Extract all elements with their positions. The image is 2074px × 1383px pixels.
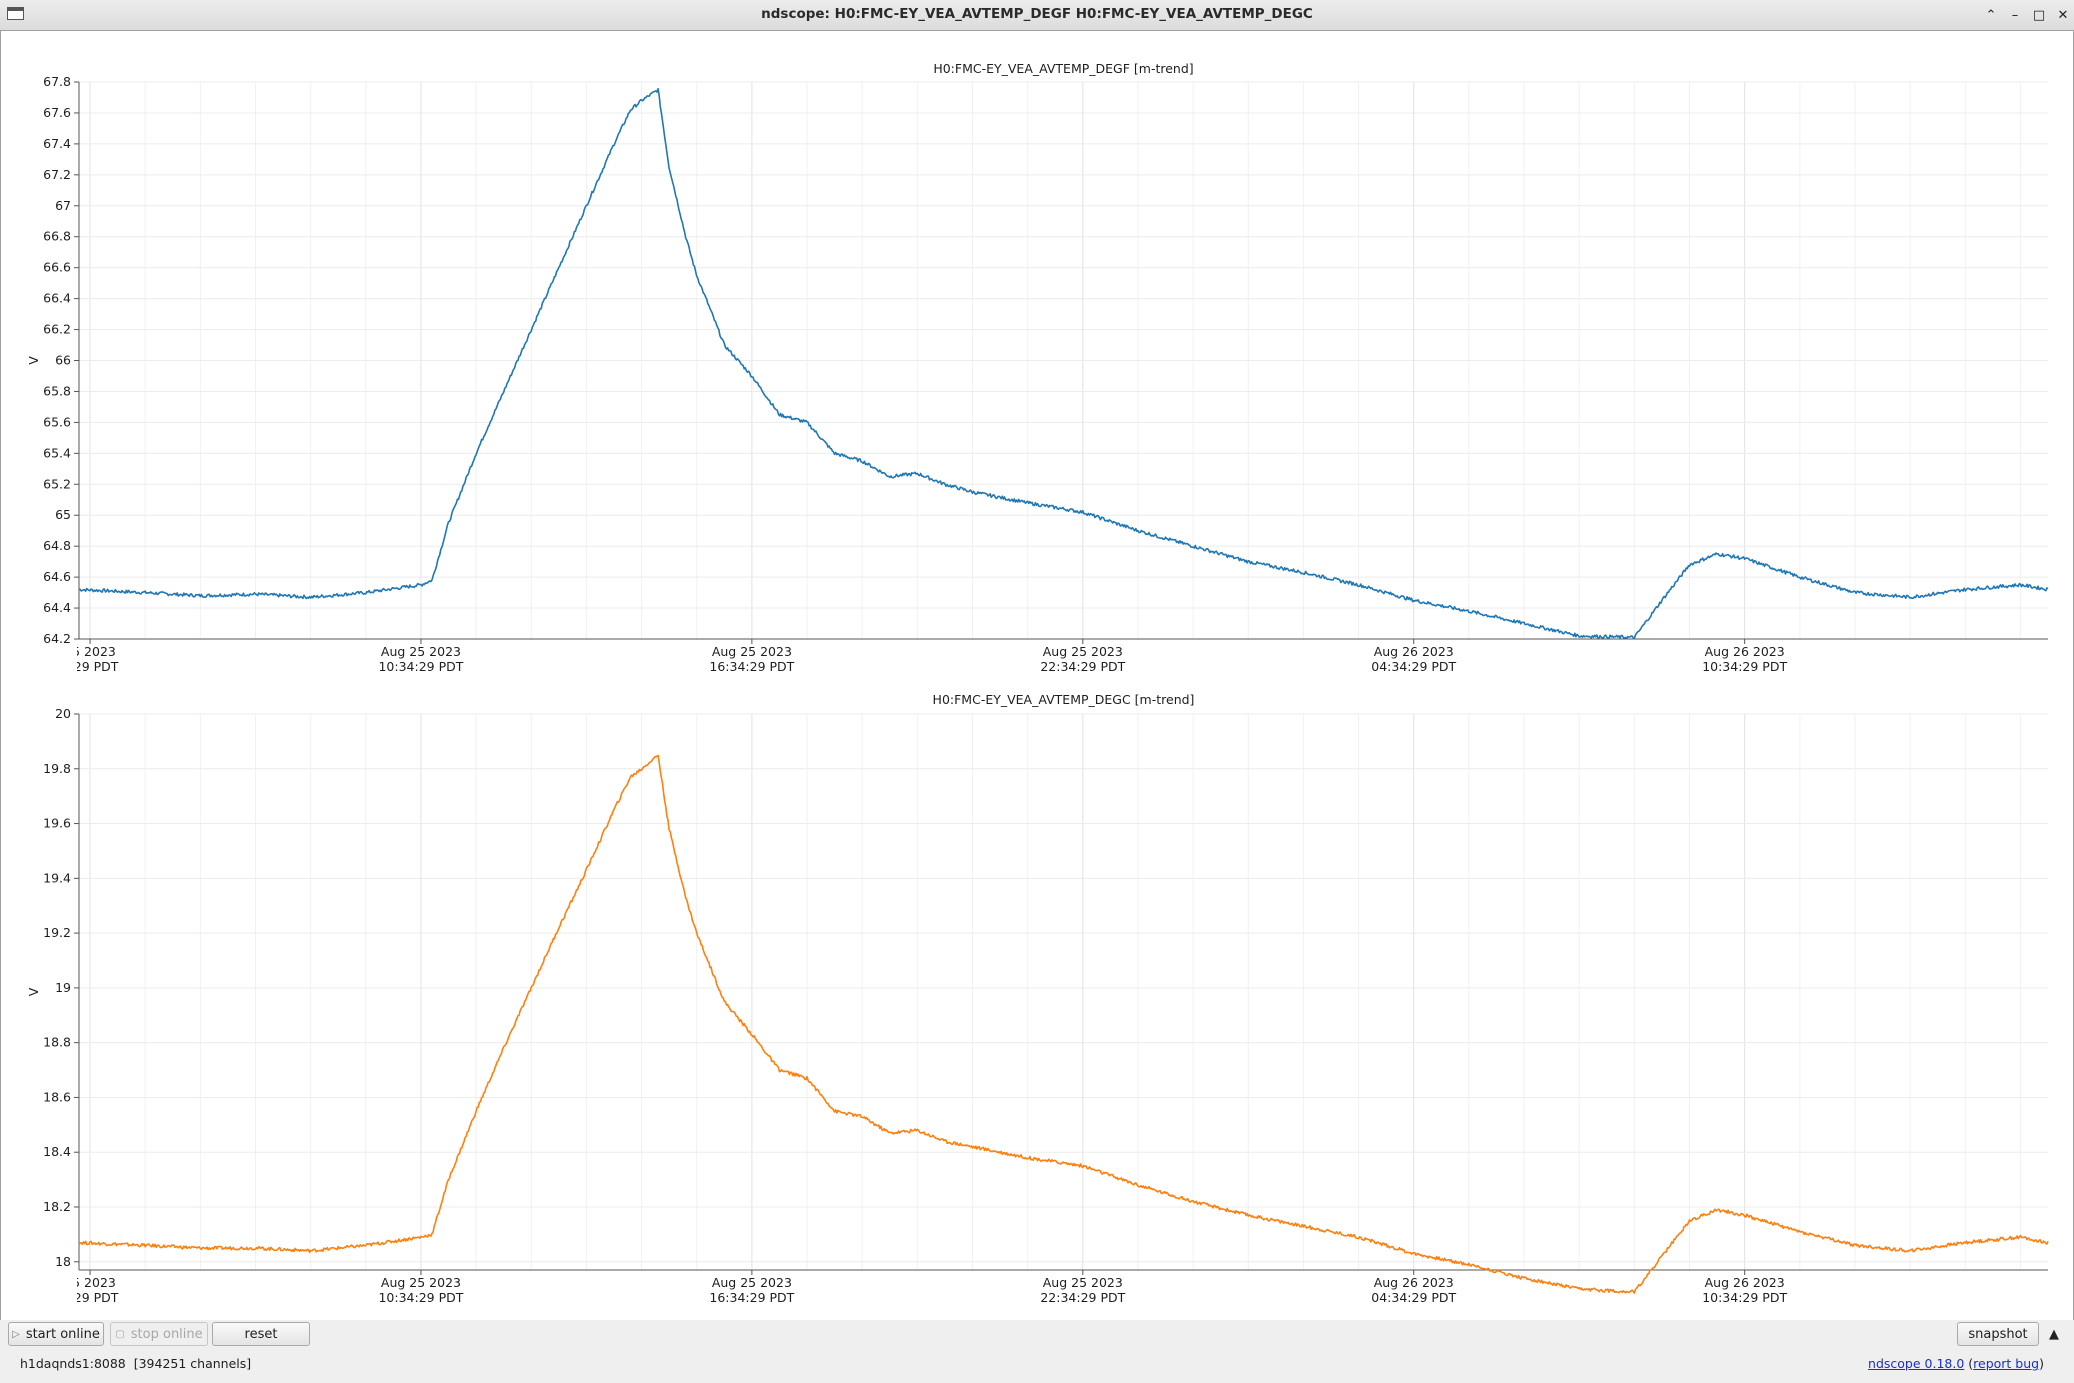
y-tick-label: 18.4 [43, 1144, 71, 1159]
y-tick-label: 66 [55, 353, 71, 368]
plot-degf[interactable]: H0:FMC-EY_VEA_AVTEMP_DEGF [m-trend] 64.2 6… [26, 61, 2049, 674]
x-tick-date: Aug 25 2023 [1043, 644, 1123, 659]
x-tick-time: 22:34:29 PDT [1040, 1290, 1125, 1305]
y-axis-label: V [26, 987, 41, 996]
plot-degc[interactable]: H0:FMC-EY_VEA_AVTEMP_DEGC [m-trend] 18 18.… [26, 692, 2049, 1305]
x-tick-date: Aug 25 2023 [712, 1275, 792, 1290]
x-tick-date: Aug 26 2023 [1705, 644, 1785, 659]
x-tick-date: Aug 26 2023 [1705, 1275, 1785, 1290]
x-tick-time: 1:29 PDT [62, 659, 119, 674]
status-server: h1daqnds1:8088 [394251 channels] [20, 1356, 251, 1371]
x-tick-date: Aug 25 2023 [712, 644, 792, 659]
x-tick-date: Aug 25 2023 [381, 1275, 461, 1290]
x-tick-time: 04:34:29 PDT [1371, 1290, 1456, 1305]
x-tick-time: 22:34:29 PDT [1040, 659, 1125, 674]
minimize-icon[interactable]: – [2011, 7, 2019, 23]
reset-label: reset [244, 1326, 278, 1342]
snapshot-button[interactable]: snapshot [1957, 1322, 2039, 1346]
y-tick-label: 64.8 [43, 538, 71, 553]
stop-online-button[interactable]: ▢ stop online [110, 1322, 208, 1346]
play-icon: ▷ [12, 1328, 20, 1340]
y-tick-label: 65.2 [43, 476, 71, 491]
y-tick-label: 66.4 [43, 291, 71, 306]
y-tick-label: 67.6 [43, 105, 71, 120]
x-tick-date: 25 2023 [64, 1275, 116, 1290]
reset-button[interactable]: reset [212, 1322, 310, 1346]
x-tick-date: Aug 26 2023 [1374, 1275, 1454, 1290]
expand-panel-icon[interactable]: ▲ [2049, 1326, 2059, 1342]
y-tick-label: 18.8 [43, 1035, 71, 1050]
x-tick-time: 16:34:29 PDT [709, 1290, 794, 1305]
y-tick-label: 66.6 [43, 260, 71, 275]
y-axis-label: V [26, 356, 41, 365]
x-tick-time: 04:34:29 PDT [1371, 659, 1456, 674]
y-tick-label: 20 [55, 706, 71, 721]
y-tick-label: 65.4 [43, 445, 71, 460]
bottom-toolbar [0, 1320, 2074, 1383]
y-tick-label: 65.6 [43, 414, 71, 429]
x-tick-time: 16:34:29 PDT [709, 659, 794, 674]
y-tick-label: 66.2 [43, 322, 71, 337]
window-title: ndscope: H0:FMC-EY_VEA_AVTEMP_DEGF H0:FM… [761, 6, 1313, 22]
stop-icon: ▢ [115, 1328, 125, 1340]
y-tick-label: 19.6 [43, 816, 71, 831]
plot-title: H0:FMC-EY_VEA_AVTEMP_DEGF [m-trend] [933, 61, 1193, 76]
collapse-icon[interactable]: ⌃ [1985, 7, 1997, 23]
y-tick-label: 64.4 [43, 600, 71, 615]
y-tick-label: 19.2 [43, 925, 71, 940]
x-tick-time: 10:34:29 PDT [1702, 659, 1787, 674]
server-address: h1daqnds1:8088 [20, 1356, 126, 1371]
x-tick-time: 10:34:29 PDT [378, 1290, 463, 1305]
y-tick-label: 18.2 [43, 1199, 71, 1214]
y-tick-label: 67 [55, 198, 71, 213]
y-tick-label: 18.6 [43, 1089, 71, 1104]
maximize-icon[interactable]: □ [2032, 7, 2046, 23]
channel-count: [394251 channels] [133, 1356, 252, 1371]
x-tick-date: 25 2023 [64, 644, 116, 659]
version-link[interactable]: ndscope 0.18.0 [1868, 1356, 1965, 1371]
y-tick-label: 67.8 [43, 74, 71, 89]
y-tick-label: 65.8 [43, 383, 71, 398]
x-tick-date: Aug 25 2023 [1043, 1275, 1123, 1290]
y-tick-label: 18 [55, 1254, 71, 1269]
y-tick-label: 19.8 [43, 761, 71, 776]
report-bug-link[interactable]: report bug [1973, 1356, 2040, 1371]
stop-online-label: stop online [130, 1326, 203, 1342]
start-online-button[interactable]: ▷ start online [8, 1322, 104, 1346]
y-tick-label: 64.6 [43, 569, 71, 584]
y-tick-label: 67.2 [43, 167, 71, 182]
x-tick-time: 1:29 PDT [62, 1290, 119, 1305]
start-online-label: start online [25, 1326, 100, 1342]
series-line [78, 754, 2049, 1294]
x-tick-time: 10:34:29 PDT [1702, 1290, 1787, 1305]
status-version: ndscope 0.18.0 (report bug) [1868, 1356, 2044, 1371]
app-window-icon [7, 7, 24, 20]
y-tick-label: 67.4 [43, 136, 71, 151]
x-tick-time: 10:34:29 PDT [378, 659, 463, 674]
y-tick-label: 66.8 [43, 229, 71, 244]
y-tick-label: 65 [55, 507, 71, 522]
snapshot-label: snapshot [1968, 1326, 2028, 1342]
close-icon[interactable]: ✕ [2057, 7, 2069, 23]
plot-area: H0:FMC-EY_VEA_AVTEMP_DEGF [m-trend] 64.2 6… [0, 31, 2074, 1320]
y-tick-label: 19.4 [43, 870, 71, 885]
y-tick-label: 19 [55, 980, 71, 995]
x-tick-date: Aug 26 2023 [1374, 644, 1454, 659]
y-tick-label: 64.2 [43, 631, 71, 646]
series-line [78, 87, 2049, 640]
plot-title: H0:FMC-EY_VEA_AVTEMP_DEGC [m-trend] [933, 692, 1195, 707]
plots-canvas[interactable]: H0:FMC-EY_VEA_AVTEMP_DEGF [m-trend] 64.2 6… [0, 31, 2074, 1320]
x-tick-date: Aug 25 2023 [381, 644, 461, 659]
window-titlebar[interactable]: ndscope: H0:FMC-EY_VEA_AVTEMP_DEGF H0:FM… [0, 0, 2074, 31]
